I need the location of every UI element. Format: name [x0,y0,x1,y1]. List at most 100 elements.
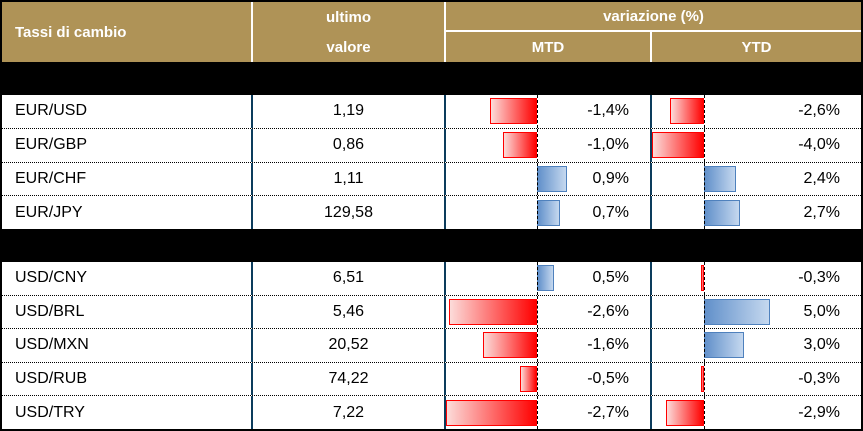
header-last-value-line1: ultimo [326,8,371,26]
ytd-variation-bar [700,366,705,393]
zero-axis-line [704,396,706,429]
last-value: 129,58 [253,196,446,229]
mtd-bar-area [446,196,567,229]
ytd-cell: 3,0% [652,329,861,362]
mtd-variation-bar [449,298,537,325]
zero-axis-line [704,329,706,362]
mtd-bar-area [446,128,567,162]
ytd-bar-area [652,196,770,229]
currency-pair-label: USD/BRL [2,295,253,329]
last-value: 5,46 [253,295,446,329]
mtd-variation-bar [489,98,537,125]
zero-axis-line [704,362,706,396]
ytd-cell: -4,0% [652,128,861,162]
last-value: 7,22 [253,396,446,429]
currency-pair-label: EUR/USD [2,95,253,128]
last-value: 20,52 [253,329,446,362]
section-separator-band-2 [2,229,861,262]
ytd-value: 2,7% [803,203,840,221]
mtd-bar-area [446,295,567,329]
mtd-cell: -0,5% [446,362,652,396]
currency-pair-label: EUR/GBP [2,128,253,162]
ytd-bar-area [652,295,770,329]
zero-axis-line [536,196,538,229]
zero-axis-line [704,295,706,329]
ytd-cell: -0,3% [652,262,861,295]
mtd-bar-area [446,396,567,429]
mtd-bar-area [446,362,567,396]
mtd-value: 0,7% [592,203,629,221]
ytd-value: 5,0% [803,302,840,320]
zero-axis-line [536,162,538,196]
header-title: Tassi di cambio [2,2,253,62]
header-variation-label: variazione (%) [446,2,861,32]
mtd-value: 0,5% [592,269,629,287]
mtd-variation-bar [536,199,561,226]
mtd-variation-bar [536,265,554,292]
mtd-cell: -2,7% [446,396,652,429]
zero-axis-line [704,162,706,196]
zero-axis-line [704,262,706,295]
mtd-cell: 0,5% [446,262,652,295]
table-row: USD/CNY 6,51 0,5% -0,3% [2,262,861,295]
mtd-variation-bar [503,132,537,159]
table-header: Tassi di cambio ultimo valore variazione… [2,2,861,62]
mtd-variation-bar [536,165,567,192]
table-row: EUR/GBP 0,86 -1,0% -4,0% [2,127,861,162]
mtd-variation-bar [482,332,537,359]
ytd-value: -2,6% [798,102,840,120]
mtd-value: -1,4% [587,102,629,120]
header-last-value-line2: valore [326,38,371,56]
ytd-variation-bar [704,165,736,192]
mtd-value: -2,7% [587,403,629,421]
header-last-value-column: ultimo valore [253,2,446,62]
header-variation-subcolumns: MTD YTD [446,32,861,62]
ytd-value: -2,9% [798,403,840,421]
mtd-cell: -1,6% [446,329,652,362]
zero-axis-line [536,95,538,128]
mtd-bar-area [446,162,567,196]
ytd-bar-area [652,95,770,128]
ytd-value: 3,0% [803,336,840,354]
last-value: 6,51 [253,262,446,295]
table-row: USD/MXN 20,52 -1,6% 3,0% [2,328,861,362]
table-row: EUR/USD 1,19 -1,4% -2,6% [2,95,861,128]
ytd-variation-bar [700,265,705,292]
mtd-bar-area [446,262,567,295]
ytd-value: -0,3% [798,269,840,287]
mtd-variation-bar [446,399,537,426]
mtd-value: -2,6% [587,302,629,320]
mtd-cell: -1,4% [446,95,652,128]
mtd-variation-bar [519,366,537,393]
mtd-bar-area [446,329,567,362]
ytd-bar-area [652,329,770,362]
currency-pair-label: USD/CNY [2,262,253,295]
table-title: Tassi di cambio [15,23,127,41]
zero-axis-line [536,362,538,396]
ytd-variation-bar [704,298,770,325]
section-separator-band-1 [2,62,861,95]
ytd-cell: 2,4% [652,162,861,196]
mtd-value: -1,6% [587,336,629,354]
mtd-cell: -1,0% [446,128,652,162]
currency-pair-label: USD/TRY [2,396,253,429]
ytd-bar-area [652,396,770,429]
ytd-value: 2,4% [803,169,840,187]
zero-axis-line [704,196,706,229]
ytd-variation-bar [652,132,705,159]
table-row: USD/RUB 74,22 -0,5% -0,3% [2,361,861,396]
mtd-cell: 0,7% [446,196,652,229]
currency-pair-label: USD/RUB [2,362,253,396]
last-value: 0,86 [253,128,446,162]
mtd-value: 0,9% [592,169,629,187]
zero-axis-line [536,396,538,429]
zero-axis-line [704,95,706,128]
mtd-cell: 0,9% [446,162,652,196]
table-row: USD/TRY 7,22 -2,7% -2,9% [2,395,861,429]
usd-crosses-section: USD/CNY 6,51 0,5% -0,3% USD/BRL 5,46 -2,… [2,262,861,429]
ytd-bar-area [652,262,770,295]
zero-axis-line [536,329,538,362]
ytd-bar-area [652,128,770,162]
ytd-variation-bar [704,199,740,226]
